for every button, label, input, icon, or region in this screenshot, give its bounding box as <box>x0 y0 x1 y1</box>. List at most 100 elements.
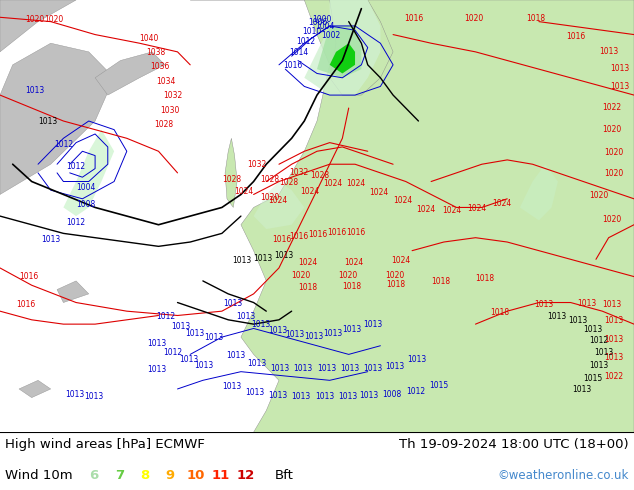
Text: 1013: 1013 <box>271 364 290 373</box>
Text: 1028: 1028 <box>311 171 330 179</box>
Text: 1012: 1012 <box>590 336 609 345</box>
Text: 1030: 1030 <box>160 106 179 115</box>
Text: 1024: 1024 <box>370 188 389 197</box>
Text: 1015: 1015 <box>583 374 602 383</box>
Text: 1002: 1002 <box>321 31 340 40</box>
Text: 1013: 1013 <box>275 251 294 260</box>
Text: 1012: 1012 <box>406 387 425 395</box>
Text: 1024: 1024 <box>493 199 512 208</box>
Text: 1013: 1013 <box>304 332 323 341</box>
Text: 1013: 1013 <box>252 320 271 329</box>
Text: 1024: 1024 <box>393 196 412 205</box>
Text: 1013: 1013 <box>268 326 287 335</box>
Polygon shape <box>330 0 393 95</box>
Text: 1016: 1016 <box>347 228 366 237</box>
Text: 1000: 1000 <box>313 15 332 24</box>
Text: 1036: 1036 <box>150 63 169 72</box>
Text: 1020: 1020 <box>25 15 44 24</box>
Text: 1016: 1016 <box>19 272 38 281</box>
Text: 1013: 1013 <box>268 391 287 400</box>
Text: 1013: 1013 <box>65 390 84 399</box>
Text: 1018: 1018 <box>298 283 317 292</box>
Text: 1013: 1013 <box>604 353 623 362</box>
Text: 1013: 1013 <box>292 392 311 401</box>
Text: 1013: 1013 <box>573 385 592 394</box>
Text: 1013: 1013 <box>84 392 103 401</box>
Text: 1013: 1013 <box>233 256 252 265</box>
Text: 1016: 1016 <box>16 300 35 309</box>
Text: Bft: Bft <box>275 469 294 482</box>
Polygon shape <box>190 0 634 432</box>
Text: 1013: 1013 <box>323 329 342 338</box>
Text: 1013: 1013 <box>569 316 588 325</box>
Text: 1020: 1020 <box>590 191 609 200</box>
Text: 1004: 1004 <box>315 23 334 31</box>
Text: 1012: 1012 <box>157 312 176 321</box>
Text: 1012: 1012 <box>296 37 315 46</box>
Text: 1013: 1013 <box>583 325 602 334</box>
Polygon shape <box>95 52 165 95</box>
Text: 7: 7 <box>115 469 124 482</box>
Text: 1013: 1013 <box>186 329 205 338</box>
Text: 1018: 1018 <box>526 14 545 23</box>
Polygon shape <box>317 26 361 78</box>
Text: 1024: 1024 <box>268 196 287 205</box>
Text: 1013: 1013 <box>294 364 313 373</box>
Text: 1013: 1013 <box>611 64 630 73</box>
Text: 1012: 1012 <box>67 218 86 227</box>
Text: 8: 8 <box>140 469 149 482</box>
Text: ©weatheronline.co.uk: ©weatheronline.co.uk <box>498 469 629 482</box>
Text: 1016: 1016 <box>283 61 302 70</box>
Text: 1013: 1013 <box>594 348 613 357</box>
Polygon shape <box>63 130 114 216</box>
Text: 1016: 1016 <box>404 14 423 23</box>
Text: 1016: 1016 <box>566 32 585 41</box>
Text: 1004: 1004 <box>76 183 95 193</box>
Text: 1012: 1012 <box>67 162 86 171</box>
Text: 1013: 1013 <box>359 391 378 400</box>
Text: 1013: 1013 <box>171 322 190 331</box>
Text: 1024: 1024 <box>344 258 363 267</box>
Text: 1018: 1018 <box>387 280 406 289</box>
Text: 1018: 1018 <box>490 308 509 317</box>
Text: 1034: 1034 <box>157 77 176 86</box>
Text: 1032: 1032 <box>290 168 309 176</box>
Text: 1008: 1008 <box>76 200 95 209</box>
Text: 1028: 1028 <box>260 175 279 184</box>
Polygon shape <box>330 43 355 74</box>
Text: 11: 11 <box>212 469 230 482</box>
Text: 1012: 1012 <box>163 348 182 357</box>
Text: 1013: 1013 <box>195 361 214 369</box>
Text: 1013: 1013 <box>315 392 334 401</box>
Text: 1024: 1024 <box>235 187 254 196</box>
Text: 1014: 1014 <box>290 48 309 57</box>
Text: 1013: 1013 <box>41 235 60 245</box>
Text: 1040: 1040 <box>139 33 158 43</box>
Text: 1013: 1013 <box>599 48 618 56</box>
Text: 1013: 1013 <box>226 351 245 360</box>
Text: 1013: 1013 <box>25 86 44 95</box>
Text: 1024: 1024 <box>417 205 436 214</box>
Text: 1013: 1013 <box>245 388 264 397</box>
Text: 1024: 1024 <box>347 179 366 188</box>
Text: 1013: 1013 <box>338 392 357 401</box>
Text: 1013: 1013 <box>224 299 243 308</box>
Text: Wind 10m: Wind 10m <box>5 469 73 482</box>
Text: 1020: 1020 <box>385 271 404 280</box>
Text: 1016: 1016 <box>309 230 328 239</box>
Text: 1013: 1013 <box>363 320 382 329</box>
Text: 1028: 1028 <box>279 178 298 187</box>
Text: 1013: 1013 <box>363 364 382 373</box>
Text: 1038: 1038 <box>146 48 165 57</box>
Polygon shape <box>254 181 304 229</box>
Text: 1024: 1024 <box>391 256 410 265</box>
Text: 12: 12 <box>237 469 255 482</box>
Polygon shape <box>0 0 76 52</box>
Text: 1016: 1016 <box>273 235 292 245</box>
Text: 1013: 1013 <box>604 316 623 325</box>
Text: 1020: 1020 <box>44 15 63 24</box>
Text: 1032: 1032 <box>247 160 266 169</box>
Polygon shape <box>57 281 89 302</box>
Polygon shape <box>0 43 114 195</box>
Text: 1013: 1013 <box>590 361 609 369</box>
